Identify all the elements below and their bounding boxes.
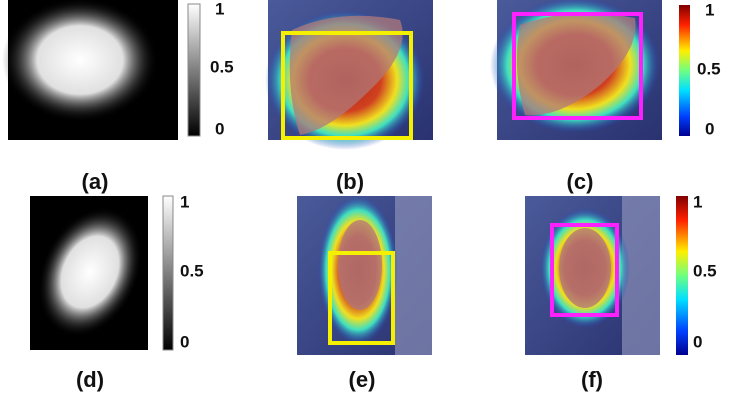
mask-blob (2, 0, 158, 122)
colorbar-tick: 1 (693, 192, 702, 211)
colorbar-tick: 0.5 (693, 261, 717, 280)
colorbar (188, 4, 200, 136)
colorbar-tick: 0 (215, 119, 224, 138)
panel-label: (d) (76, 367, 104, 392)
colorbar-tick: 1 (215, 0, 224, 18)
colorbar-tick: 1 (180, 192, 189, 211)
kidney (338, 220, 382, 310)
spine (395, 196, 432, 355)
panel-label: (c) (567, 169, 594, 194)
colorbar (163, 196, 173, 350)
panel-label: (f) (581, 367, 603, 392)
colorbar-tick: 0.5 (697, 59, 721, 78)
figure: 1 0.5 0 (a) (b) 1 0.5 0 (c) 1 0.5 0 (d) … (0, 0, 750, 405)
colorbar-tick: 0.5 (180, 261, 204, 280)
colorbar-tick: 0 (705, 119, 714, 138)
colorbar-tick: 1 (705, 0, 714, 19)
panel-label: (b) (336, 169, 364, 194)
colorbar-tick: 0 (693, 332, 702, 351)
panel-label: (a) (82, 169, 109, 194)
colorbar (679, 5, 690, 136)
colorbar (676, 196, 688, 355)
colorbar-tick: 0 (180, 332, 189, 351)
panel-label: (e) (349, 367, 376, 392)
kidney (559, 228, 611, 308)
colorbar-tick: 0.5 (210, 57, 234, 76)
